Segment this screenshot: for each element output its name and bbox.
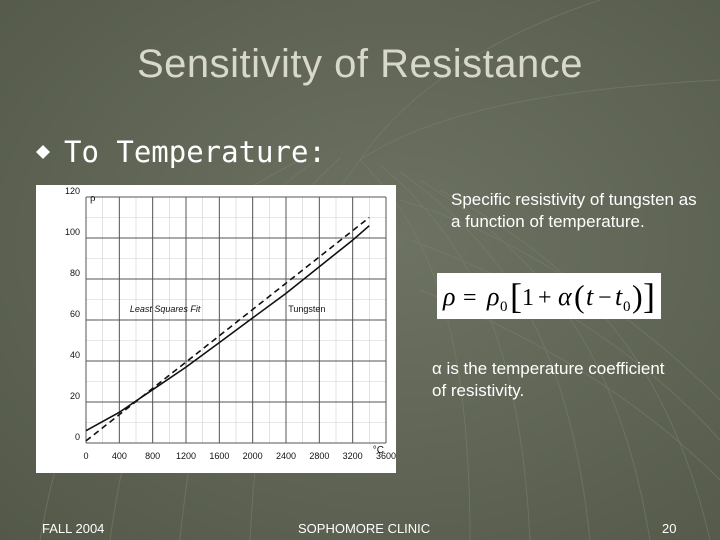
svg-text:ρ: ρ [486, 282, 499, 311]
svg-text:): ) [632, 278, 643, 314]
x-tick-label: 3200 [343, 451, 363, 461]
y-tick-label: 80 [70, 268, 80, 278]
svg-text:t: t [586, 282, 594, 311]
alpha-note: α is the temperature coefficient of resi… [432, 358, 682, 402]
svg-text:t: t [615, 282, 623, 311]
x-tick-label: 800 [145, 451, 160, 461]
svg-text:=: = [463, 285, 477, 311]
chart-description: Specific resistivity of tungsten as a fu… [451, 190, 697, 231]
svg-text:α: α [558, 282, 573, 311]
resistivity-chart: 0 400 800 1200 1600 2000 2400 2800 3200 3600 0 20 40… [36, 185, 396, 473]
svg-text:]: ] [643, 276, 655, 316]
svg-text:0: 0 [500, 299, 508, 315]
slide-title: Sensitivity of Resistance [136, 42, 583, 86]
alpha-note-text: is the temperature coefficient of resist… [432, 359, 665, 400]
svg-text:(: ( [574, 278, 585, 314]
diamond-bullet-icon [36, 145, 50, 159]
x-tick-label: 1200 [176, 451, 196, 461]
bullet-item: To Temperature: [36, 135, 326, 169]
x-tick-label: 1600 [209, 451, 229, 461]
bullet-text: To Temperature: [64, 135, 326, 169]
annotation-fit: Least Squares Fit [130, 304, 201, 314]
x-tick-label: 2800 [309, 451, 329, 461]
svg-text:ρ: ρ [442, 282, 455, 311]
y-tick-label: 100 [65, 227, 80, 237]
fit-line [85, 216, 370, 442]
slide-number: 20 [662, 521, 677, 536]
x-tick-label: 2000 [243, 451, 263, 461]
x-tick-label: 400 [112, 451, 127, 461]
annotation-tungsten: Tungsten [288, 304, 325, 314]
x-axis-label: °C [373, 445, 384, 456]
x-tick-label: 0 [83, 451, 88, 461]
x-tick-label: 2400 [276, 451, 296, 461]
chart-canvas: 0 400 800 1200 1600 2000 2400 2800 3200 3600 0 20 40… [65, 186, 396, 461]
formula-box: ρ = ρ 0 [ 1 + α ( t − t 0 ) ] [437, 273, 661, 319]
y-tick-label: 20 [70, 391, 80, 401]
y-tick-label: 40 [70, 350, 80, 360]
svg-text:−: − [598, 285, 612, 311]
resistivity-formula: ρ = ρ 0 [ 1 + α ( t − t 0 ) ] [442, 276, 655, 316]
y-tick-label: 120 [65, 186, 80, 196]
svg-text:1: 1 [522, 285, 534, 311]
alpha-symbol: α [432, 359, 442, 378]
y-tick-label: 60 [70, 309, 80, 319]
svg-text:+: + [538, 285, 552, 311]
y-axis-label: ρ [90, 192, 96, 204]
y-tick-label: 0 [75, 432, 80, 442]
footer-date: FALL 2004 [42, 521, 105, 536]
footer-course: SOPHOMORE CLINIC [298, 521, 431, 536]
svg-text:0: 0 [623, 299, 631, 315]
x-tick-label: 3600 [376, 451, 396, 461]
svg-text:[: [ [510, 276, 522, 316]
